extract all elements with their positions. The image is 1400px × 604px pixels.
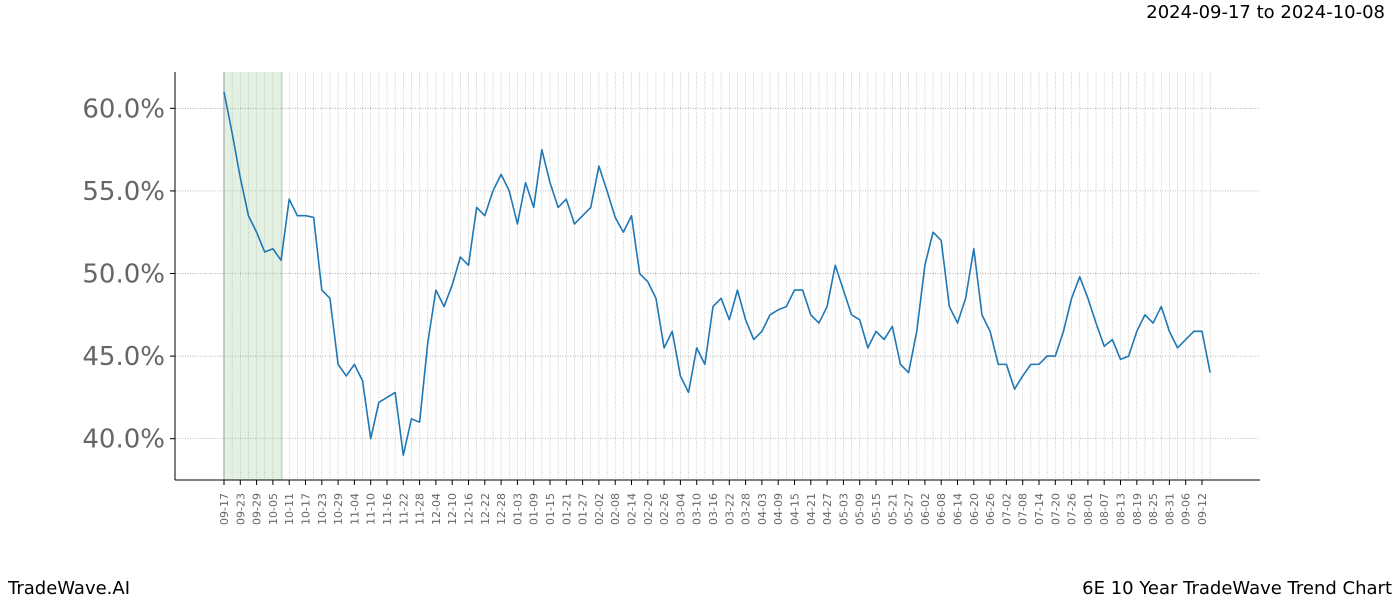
- x-tick-label: 09-17: [218, 493, 231, 525]
- x-tick-label: 02-02: [593, 493, 606, 525]
- x-tick-label: 06-20: [968, 493, 981, 525]
- x-tick-label: 07-02: [1000, 493, 1013, 525]
- x-tick-label: 04-03: [756, 493, 769, 525]
- x-tick-label: 02-26: [658, 493, 671, 525]
- y-tick-label: 40.0%: [82, 425, 165, 455]
- x-tick-label: 11-16: [381, 493, 394, 525]
- line-series: [223, 91, 1211, 457]
- x-tick-label: 07-14: [1033, 493, 1046, 525]
- x-tick-label: 04-15: [789, 493, 802, 525]
- x-tick-label: 01-09: [528, 493, 541, 525]
- x-tick-label: 03-28: [740, 493, 753, 525]
- x-tick-label: 08-07: [1098, 493, 1111, 525]
- x-tick-label: 01-27: [577, 493, 590, 525]
- x-tick-label: 06-08: [935, 493, 948, 525]
- x-tick-label: 03-22: [723, 493, 736, 525]
- x-tick-label: 08-01: [1082, 493, 1095, 525]
- x-tick-label: 10-11: [283, 493, 296, 525]
- x-tick-label: 09-12: [1196, 493, 1209, 525]
- x-tick-label: 11-22: [397, 493, 410, 525]
- x-tick-label: 04-09: [772, 493, 785, 525]
- y-tick-label: 60.0%: [82, 94, 165, 124]
- y-tick-label: 55.0%: [82, 177, 165, 207]
- x-tick-label: 06-26: [984, 493, 997, 525]
- x-tick-label: 11-04: [348, 493, 361, 525]
- x-tick-label: 12-16: [463, 493, 476, 525]
- x-tick-label: 10-05: [267, 493, 280, 525]
- x-tick-label: 03-10: [691, 493, 704, 525]
- x-tick-label: 10-17: [300, 493, 313, 525]
- x-tick-label: 07-08: [1017, 493, 1030, 525]
- x-tick-label: 05-03: [837, 493, 850, 525]
- x-tick-label: 10-23: [316, 493, 329, 525]
- x-tick-label: 07-26: [1066, 493, 1079, 525]
- x-tick-label: 05-09: [854, 493, 867, 525]
- x-tick-label: 04-27: [821, 493, 834, 525]
- x-tick-label: 09-29: [251, 493, 264, 525]
- x-tick-label: 08-31: [1163, 493, 1176, 525]
- x-tick-label: 12-22: [479, 493, 492, 525]
- x-tick-label: 05-15: [870, 493, 883, 525]
- x-tick-label: 05-27: [903, 493, 916, 525]
- y-tick-label: 50.0%: [82, 260, 165, 290]
- x-tick-label: 09-23: [234, 493, 247, 525]
- x-tick-label: 02-08: [609, 493, 622, 525]
- x-tick-label: 03-16: [707, 493, 720, 525]
- grid: [175, 72, 1260, 480]
- footer-left: TradeWave.AI: [7, 578, 130, 599]
- x-tick-label: 01-15: [544, 493, 557, 525]
- x-tick-label: 10-29: [332, 493, 345, 525]
- x-tick-label: 11-28: [414, 493, 427, 525]
- x-tick-label: 05-21: [886, 493, 899, 525]
- x-tick-label: 02-14: [626, 493, 639, 525]
- x-tick-label: 09-06: [1180, 493, 1193, 525]
- x-tick-label: 04-21: [805, 493, 818, 525]
- y-tick-label: 45.0%: [82, 342, 165, 372]
- x-tick-label: 06-02: [919, 493, 932, 525]
- x-tick-label: 06-14: [952, 493, 965, 525]
- x-tick-label: 03-04: [674, 493, 687, 525]
- x-tick-label: 12-04: [430, 493, 443, 525]
- x-tick-label: 12-28: [495, 493, 508, 525]
- x-tick-label: 02-20: [642, 493, 655, 525]
- chart-title: 2024-09-17 to 2024-10-08: [1146, 2, 1385, 23]
- x-tick-label: 11-10: [365, 493, 378, 525]
- x-tick-label: 08-13: [1115, 493, 1128, 525]
- x-tick-label: 01-03: [511, 493, 524, 525]
- x-tick-label: 01-21: [560, 493, 573, 525]
- x-tick-label: 08-19: [1131, 493, 1144, 525]
- footer-right: 6E 10 Year TradeWave Trend Chart: [1082, 578, 1392, 599]
- plot: [223, 91, 1211, 457]
- x-tick-label: 07-20: [1049, 493, 1062, 525]
- x-tick-label: 12-10: [446, 493, 459, 525]
- x-tick-label: 08-25: [1147, 493, 1160, 525]
